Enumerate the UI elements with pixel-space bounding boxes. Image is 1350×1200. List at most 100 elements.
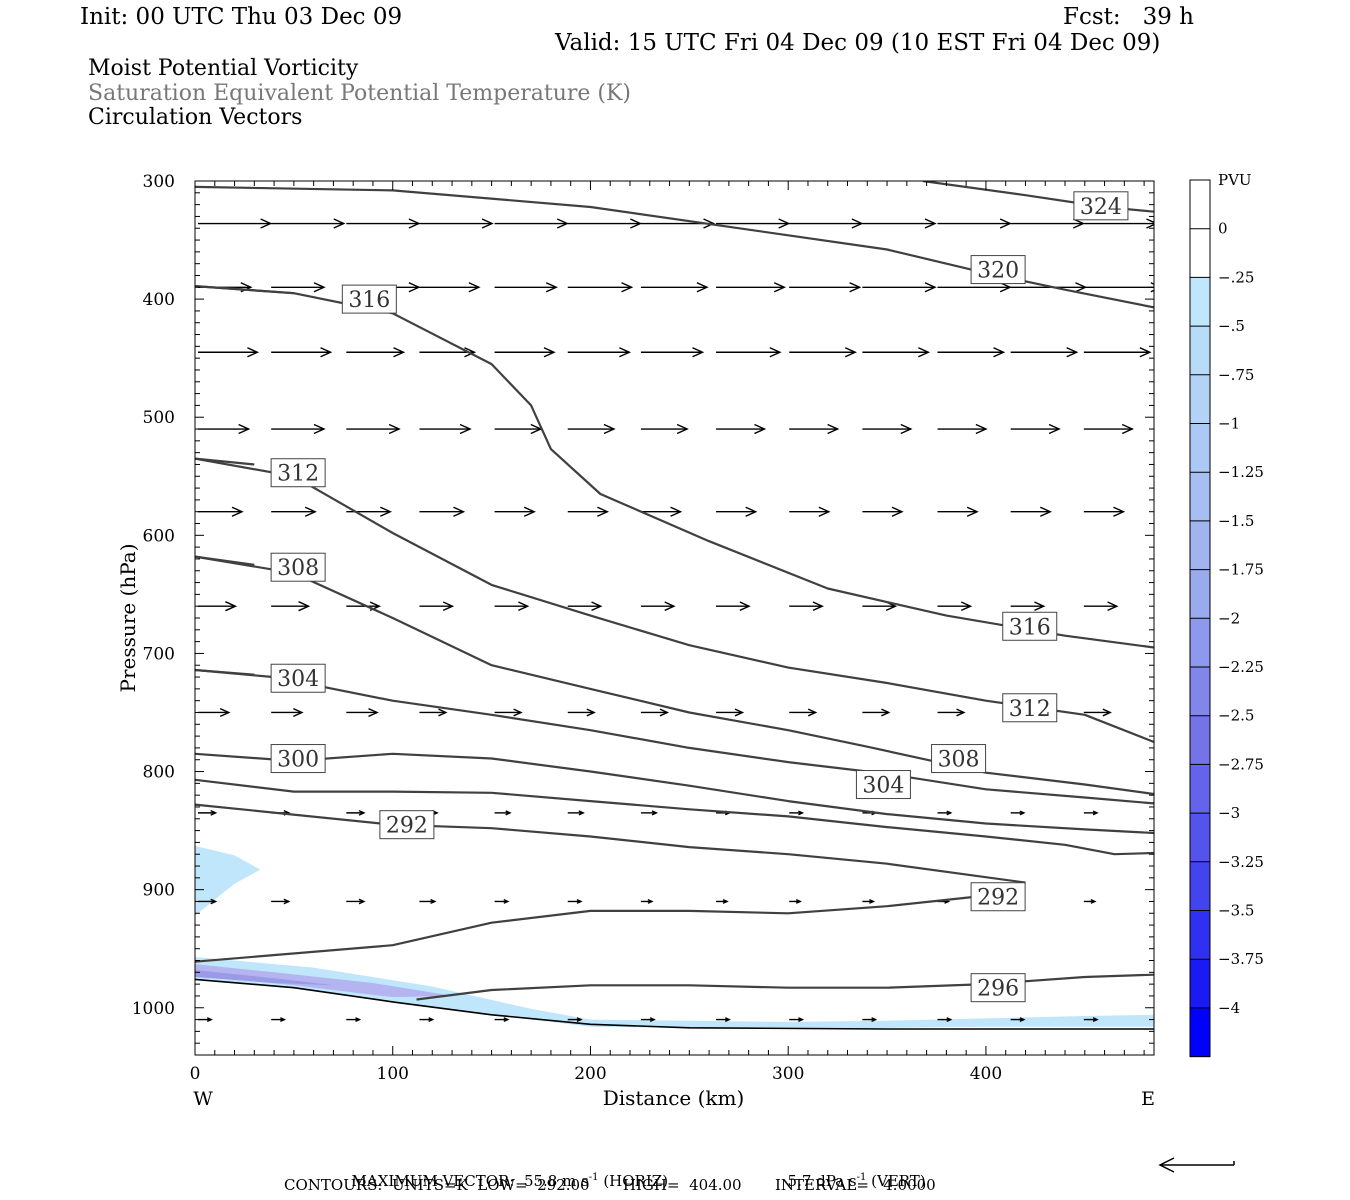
colorbar-swatch	[1190, 520, 1210, 571]
contour-label: 320	[970, 255, 1026, 285]
vector-head	[260, 218, 273, 229]
colorbar-swatch	[1190, 228, 1210, 278]
vector-head	[355, 1017, 362, 1023]
vector-head	[210, 810, 218, 816]
x-tick-label: 0	[190, 1064, 201, 1084]
vector-arrow	[937, 347, 1006, 358]
vector-arrow	[271, 898, 291, 905]
vector-arrow	[716, 218, 791, 229]
vector-arrow	[567, 423, 616, 435]
vector-arrow	[640, 899, 654, 904]
circulation-vectors	[198, 218, 1154, 1023]
vector-arrow	[789, 218, 864, 229]
vector-head	[924, 218, 937, 229]
vector-arrow	[271, 218, 346, 229]
vector-arrow	[862, 347, 931, 358]
contour-label-text: 292	[977, 886, 1019, 911]
title-mpv: Moist Potential Vorticity	[88, 56, 359, 81]
vector-arrow	[271, 707, 304, 718]
colorbar-tick-label: −2.5	[1218, 707, 1254, 725]
contour-label: 316	[1002, 611, 1058, 641]
vector-head	[754, 423, 767, 435]
vector-arrow	[937, 423, 988, 435]
vector-head	[918, 347, 931, 358]
vector-arrow	[494, 218, 569, 229]
vector-head	[388, 423, 401, 435]
vector-head	[651, 810, 659, 816]
x-tick-label: 300	[772, 1064, 804, 1084]
vector-arrow	[640, 810, 659, 816]
colorbar-swatch	[1190, 423, 1210, 473]
vector-head	[664, 601, 676, 611]
vector-head	[556, 218, 569, 229]
valid-time: Valid: 15 UTC Fri 04 Dec 09 (10 EST Fri …	[555, 30, 1161, 56]
y-tick-label: 700	[143, 644, 175, 664]
contour-label: 304	[270, 663, 326, 693]
colorbar-swatch	[1190, 569, 1210, 619]
vector-arrow	[346, 810, 366, 816]
vector-arrow	[419, 506, 466, 517]
vector-arrow	[346, 506, 393, 517]
contour-label-text: 292	[386, 814, 428, 839]
vector-head	[999, 282, 1012, 293]
contour-300	[195, 752, 1154, 835]
vector-head	[503, 899, 510, 904]
vert-exponent: -1	[856, 1172, 867, 1183]
y-axis-title: Pressure (hPa)	[116, 544, 140, 693]
y-tick-label: 400	[143, 290, 175, 310]
vector-head	[649, 1017, 656, 1023]
vector-head	[993, 347, 1006, 358]
vector-arrow	[862, 708, 891, 717]
vector-head	[881, 708, 891, 717]
vector-arrow	[716, 423, 767, 435]
vector-head	[1146, 218, 1154, 229]
pv-region-2	[195, 964, 453, 998]
vector-arrow	[937, 708, 966, 717]
vector-head	[591, 601, 603, 611]
vector-head	[999, 218, 1012, 229]
vector-arrow	[862, 423, 913, 435]
vector-arrow	[789, 423, 840, 435]
vector-arrow	[419, 1017, 435, 1023]
vector-head	[724, 1017, 731, 1023]
vector-head	[219, 707, 231, 718]
vector-arrow	[640, 282, 709, 293]
vector-head	[586, 708, 596, 717]
vector-arrow	[789, 601, 824, 611]
colorbar-tick-label: −4	[1218, 999, 1240, 1017]
vector-head	[1113, 506, 1126, 517]
vector-head	[1092, 1017, 1099, 1023]
vector-head	[453, 506, 466, 517]
vert-tag: (VERT)	[871, 1172, 926, 1190]
vector-head	[408, 282, 421, 293]
contour-info: CONTOURS: UNITS=K LOW= 292.00 HIGH= 404.…	[284, 1176, 936, 1194]
colorbar-tick-label: −3	[1218, 804, 1240, 822]
vector-head	[459, 423, 472, 435]
reference-vector-icon	[1158, 1157, 1235, 1173]
vector-arrow	[1010, 601, 1046, 611]
vector-head	[225, 601, 238, 612]
vector-head	[630, 218, 643, 229]
colorbar-swatch	[1190, 1007, 1210, 1058]
vector-arrow	[198, 423, 251, 435]
vector-head	[481, 218, 494, 229]
horiz-exponent: -1	[588, 1172, 599, 1183]
vector-arrow	[346, 898, 366, 905]
vector-head	[849, 282, 862, 293]
vector-arrow	[567, 708, 596, 717]
vector-head	[946, 810, 953, 816]
ground-line	[195, 978, 1154, 1030]
contour-label-text: 308	[277, 556, 319, 581]
vector-head	[1019, 1017, 1026, 1023]
vector-head	[503, 1017, 510, 1023]
colorbar-tick-label: −3.75	[1218, 950, 1264, 968]
colorbar: PVU 0 −.25 −.5 −.75 −1 −1.25 −1.5 −1.75 −2 −2.25 −2…	[1189, 171, 1264, 1058]
colorbar-swatch	[1190, 715, 1210, 765]
vector-head	[313, 423, 326, 435]
vector-head	[545, 282, 558, 293]
y-tick-label: 900	[143, 881, 175, 901]
vector-head	[1039, 506, 1052, 517]
vector-head	[603, 423, 616, 435]
vector-arrow	[789, 282, 862, 293]
vector-arrow	[1083, 601, 1119, 611]
